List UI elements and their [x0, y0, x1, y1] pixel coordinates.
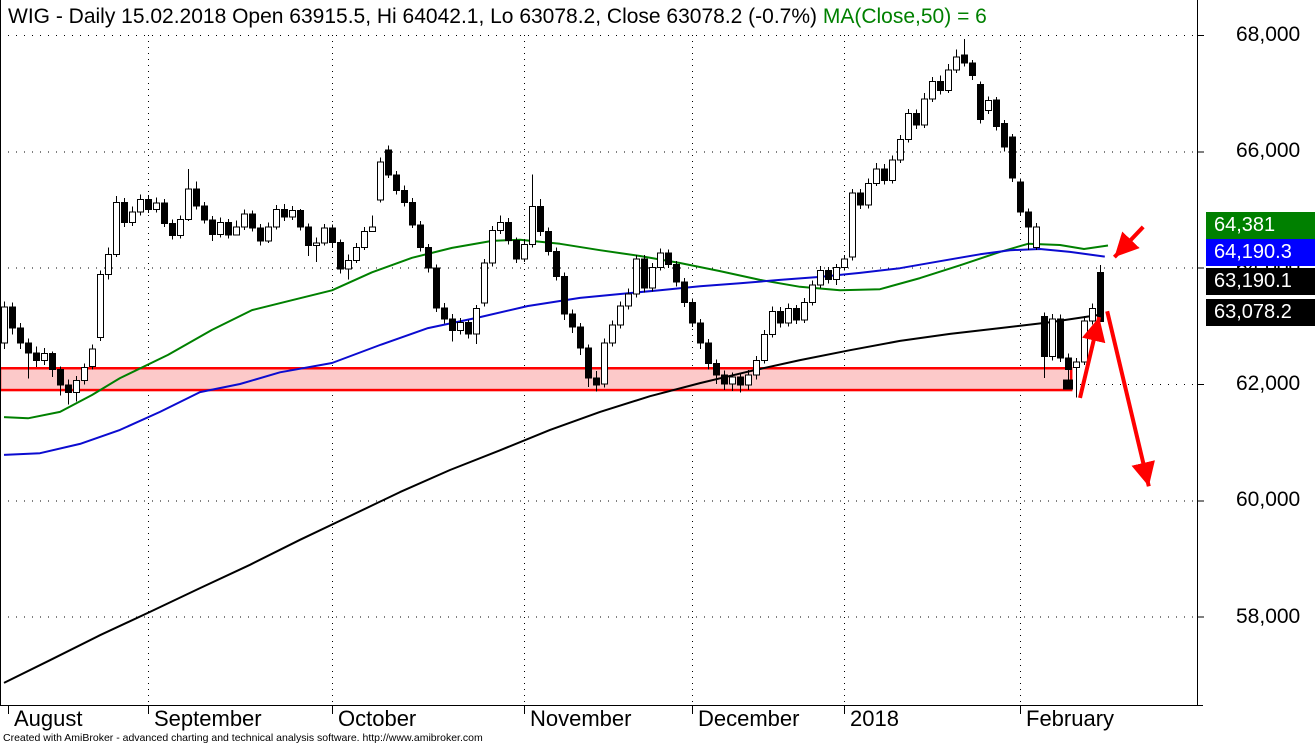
y-axis-label: 58,000: [1236, 604, 1301, 628]
moving-average-lines: [3, 238, 1109, 684]
x-axis-label: November: [530, 706, 632, 731]
price-label-ma100: 64,190.3: [1206, 239, 1315, 266]
y-axis-label: 60,000: [1236, 488, 1301, 512]
chart-title: WIG - Daily 15.02.2018 Open 63915.5, Hi …: [8, 3, 1194, 30]
y-axis-label: 66,000: [1236, 139, 1301, 163]
candlesticks: [1, 39, 1104, 405]
x-axis-label: September: [154, 706, 262, 731]
y-axis-label: 68,000: [1236, 23, 1301, 46]
x-axis-label: October: [338, 706, 417, 731]
price-label-last-price: 63,078.2: [1206, 299, 1315, 326]
price-label-ma50: 64,381: [1206, 212, 1315, 239]
x-axis-label: February: [1026, 706, 1115, 731]
price-label-ma200: 63,190.1: [1206, 268, 1315, 295]
annotation-arrows[interactable]: [1078, 225, 1155, 487]
title-ma-indicator: MA(Close,50) = 6: [822, 5, 987, 28]
axes-frame: [0, 0, 1204, 714]
y-axis-label: 62,000: [1236, 371, 1301, 395]
x-axis-label: August: [14, 706, 83, 731]
gridlines: [0, 35, 1197, 705]
title-ohlc-text: WIG - Daily 15.02.2018 Open 63915.5, Hi …: [8, 5, 823, 28]
x-axis-label: 2018: [850, 706, 899, 731]
x-axis-label: December: [698, 706, 800, 731]
amibroker-footer: Created with AmiBroker - advanced charti…: [3, 732, 483, 744]
